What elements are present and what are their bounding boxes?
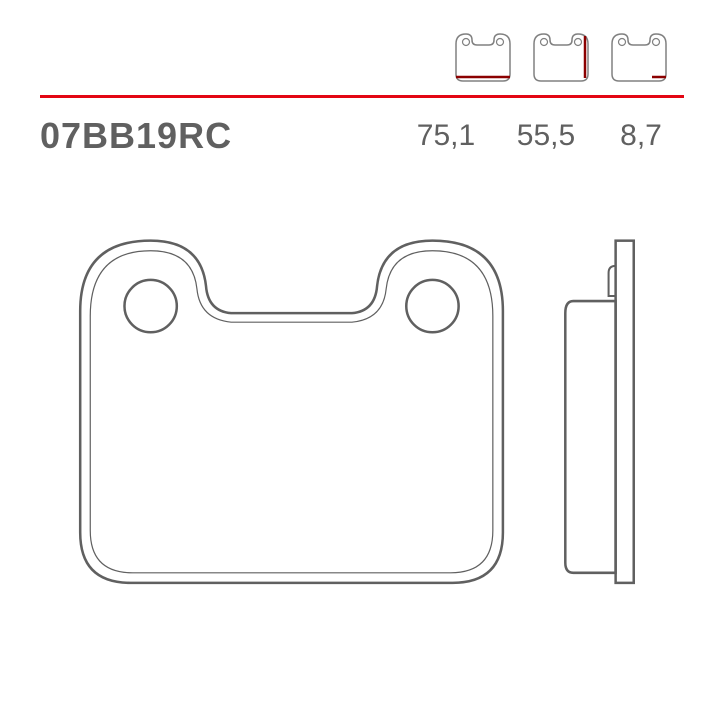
icon-row [448, 30, 674, 85]
dimension-icon-height [526, 30, 596, 85]
dimension-width: 75,1 [411, 119, 481, 153]
diagram-container: 07BB19RC 75,1 55,5 8,7 [0, 0, 724, 724]
dimensions-group: 75,1 55,5 8,7 [411, 119, 671, 153]
accent-divider [40, 95, 684, 98]
dimension-icon-thickness [604, 30, 674, 85]
side-view [565, 241, 633, 583]
dimension-icon-width [448, 30, 518, 85]
dimension-thickness: 8,7 [611, 119, 671, 153]
main-diagram [50, 210, 674, 684]
dimension-height: 55,5 [511, 119, 581, 153]
front-view [80, 241, 503, 583]
product-code: 07BB19RC [40, 115, 232, 157]
info-row: 07BB19RC 75,1 55,5 8,7 [40, 115, 684, 157]
